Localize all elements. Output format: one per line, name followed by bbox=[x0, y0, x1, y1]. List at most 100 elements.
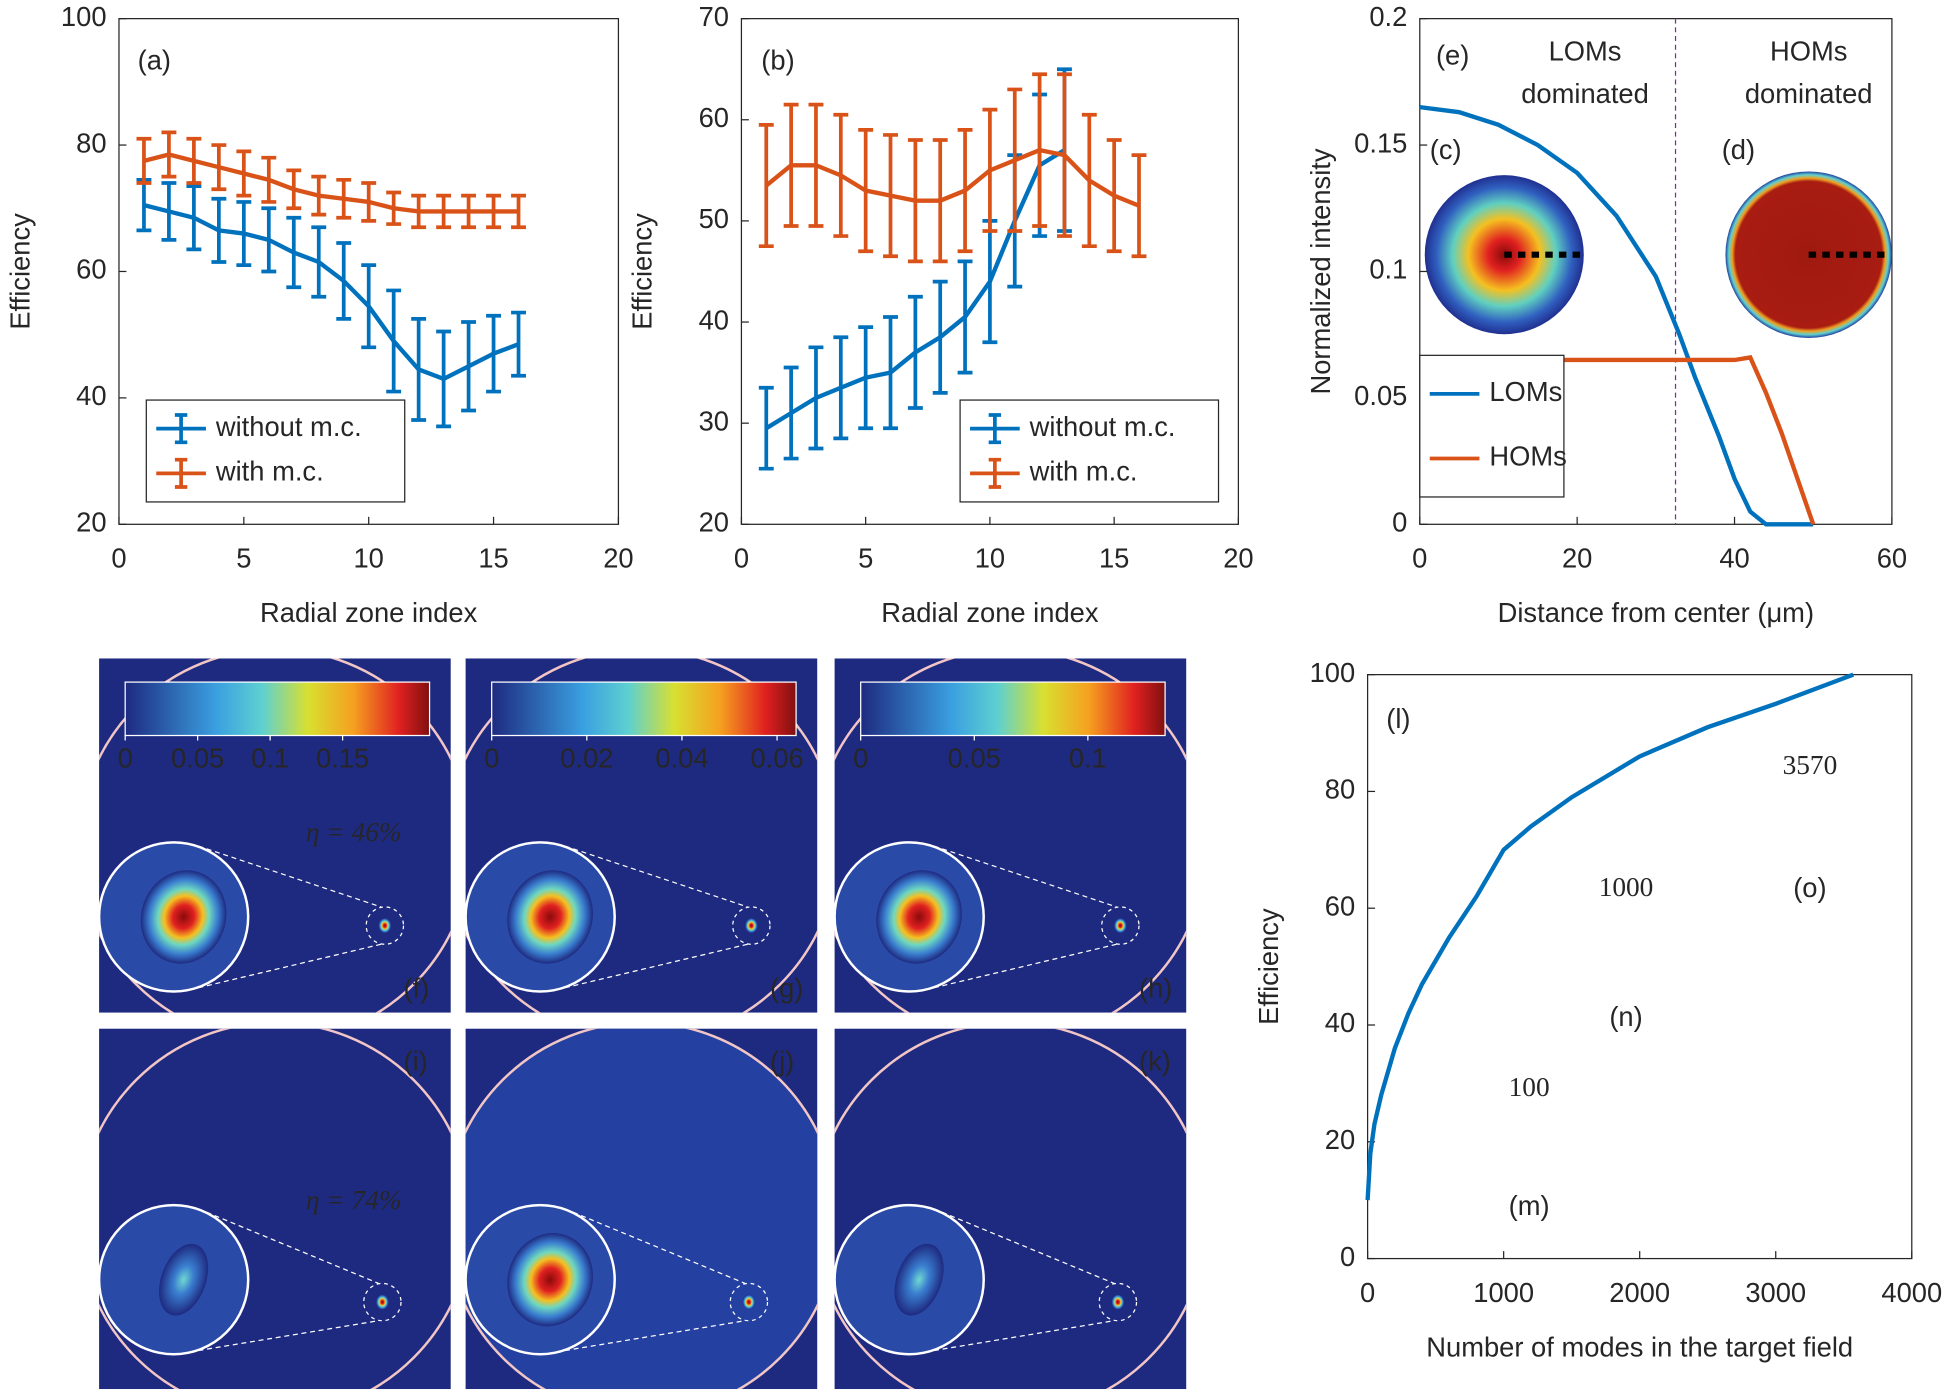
spot bbox=[745, 918, 758, 934]
zoom-ring bbox=[363, 1282, 402, 1322]
x-tick-label: 60 bbox=[1877, 543, 1907, 574]
zoom-line bbox=[564, 1208, 746, 1284]
x-axis-label: Radial zone index bbox=[260, 597, 478, 628]
error-bar bbox=[957, 128, 973, 254]
y-tick-label: 0.2 bbox=[1369, 1, 1407, 32]
y-tick-label: 20 bbox=[699, 507, 729, 538]
error-bar bbox=[386, 288, 402, 394]
legend-label: with m.c. bbox=[1029, 456, 1138, 487]
error-bar bbox=[783, 365, 799, 461]
x-tick-label: 3000 bbox=[1745, 1277, 1806, 1308]
error-bar bbox=[758, 385, 774, 471]
zoom-line bbox=[933, 845, 1117, 908]
error-bar bbox=[932, 279, 948, 395]
y-tick-label: 100 bbox=[1310, 657, 1356, 688]
y-tick-label: 0.05 bbox=[1354, 380, 1407, 411]
panel-label: (k) bbox=[1139, 1046, 1171, 1077]
error-bar bbox=[236, 149, 252, 198]
x-tick-label: 5 bbox=[858, 543, 873, 574]
error-bar bbox=[858, 128, 874, 254]
zoom-line bbox=[564, 1320, 746, 1352]
x-axis-label: Radial zone index bbox=[881, 597, 1099, 628]
series-line bbox=[143, 152, 519, 214]
colorbar-tick-label: 0.1 bbox=[1069, 743, 1107, 774]
annotation: (l) bbox=[1386, 703, 1410, 734]
y-tick-label: 60 bbox=[699, 102, 729, 133]
y-axis-label: Efficiency bbox=[627, 213, 658, 330]
legend-label: with m.c. bbox=[215, 456, 324, 487]
y-tick-label: 100 bbox=[61, 1, 107, 32]
error-bar bbox=[758, 122, 774, 249]
error-bar bbox=[808, 345, 824, 451]
x-tick-label: 20 bbox=[603, 543, 633, 574]
annotation: HOMs bbox=[1770, 36, 1847, 67]
zoom-spot bbox=[507, 1233, 593, 1327]
x-tick-label: 0 bbox=[111, 543, 126, 574]
legend-label: LOMs bbox=[1489, 376, 1562, 407]
panel-label: (i) bbox=[403, 1046, 427, 1077]
error-bar bbox=[1007, 87, 1023, 233]
legend-box bbox=[959, 399, 1220, 503]
error-bar bbox=[261, 155, 277, 204]
x-tick-label: 10 bbox=[975, 543, 1005, 574]
error-bar bbox=[461, 320, 477, 413]
error-bar bbox=[261, 206, 277, 274]
error-bar bbox=[808, 102, 824, 228]
annotation: (b) bbox=[761, 44, 794, 75]
zoom-ring bbox=[732, 906, 771, 945]
y-tick-label: 0 bbox=[1392, 507, 1407, 538]
error-bar bbox=[436, 193, 452, 230]
zoom-spot bbox=[894, 1243, 944, 1316]
y-tick-label: 0 bbox=[1340, 1241, 1355, 1272]
annotation: (o) bbox=[1793, 872, 1826, 903]
annotation: (n) bbox=[1609, 1001, 1642, 1032]
zoom-ring bbox=[729, 1282, 769, 1322]
y-tick-label: 80 bbox=[1325, 774, 1355, 805]
colorbar-tick-label: 0.05 bbox=[948, 743, 1001, 774]
y-tick-label: 80 bbox=[76, 127, 106, 158]
x-axis-label: Distance from center (μm) bbox=[1498, 597, 1814, 628]
annotation: (d) bbox=[1722, 134, 1755, 165]
y-tick-label: 70 bbox=[699, 1, 729, 32]
series-line bbox=[1419, 104, 1814, 527]
panel-label: (h) bbox=[1139, 972, 1172, 1003]
spot bbox=[1114, 918, 1127, 934]
error-bar bbox=[136, 136, 152, 185]
spot bbox=[1111, 1294, 1125, 1310]
zoom-line bbox=[198, 1208, 379, 1284]
y-tick-label: 40 bbox=[76, 380, 106, 411]
error-bar bbox=[461, 193, 477, 230]
error-bar bbox=[236, 200, 252, 268]
colorbar-tick-label: 0 bbox=[118, 743, 133, 774]
zoom-spot bbox=[876, 870, 962, 964]
error-bar bbox=[511, 193, 526, 230]
y-tick-label: 20 bbox=[76, 507, 106, 538]
x-tick-label: 0 bbox=[1412, 543, 1427, 574]
zoom-ring bbox=[365, 906, 405, 945]
legend-box bbox=[145, 399, 406, 503]
colorbar-tick-label: 0.06 bbox=[750, 743, 803, 774]
axes-box bbox=[1366, 674, 1913, 1260]
annotation: 100 bbox=[1509, 1072, 1550, 1102]
error-bar bbox=[161, 181, 177, 242]
legend-swatch bbox=[970, 413, 1020, 445]
zoom-line bbox=[933, 1208, 1115, 1284]
x-axis-label: Number of modes in the target field bbox=[1426, 1331, 1853, 1362]
annotation: 1000 bbox=[1599, 872, 1654, 902]
x-tick-label: 40 bbox=[1719, 543, 1749, 574]
colorbar bbox=[491, 681, 797, 737]
series-line bbox=[764, 147, 1140, 208]
legend-box bbox=[1419, 354, 1565, 498]
error-bar bbox=[336, 241, 352, 321]
y-tick-label: 40 bbox=[1325, 1007, 1355, 1038]
zoom-ring bbox=[1098, 1282, 1138, 1322]
error-bar bbox=[1081, 112, 1097, 249]
error-bar bbox=[511, 310, 526, 378]
error-bar bbox=[311, 174, 327, 217]
error-bar bbox=[161, 130, 177, 179]
x-tick-label: 20 bbox=[1562, 543, 1592, 574]
colorbar-tick-label: 0.15 bbox=[316, 743, 369, 774]
panel-label: (g) bbox=[770, 972, 803, 1003]
error-bar bbox=[336, 177, 352, 220]
